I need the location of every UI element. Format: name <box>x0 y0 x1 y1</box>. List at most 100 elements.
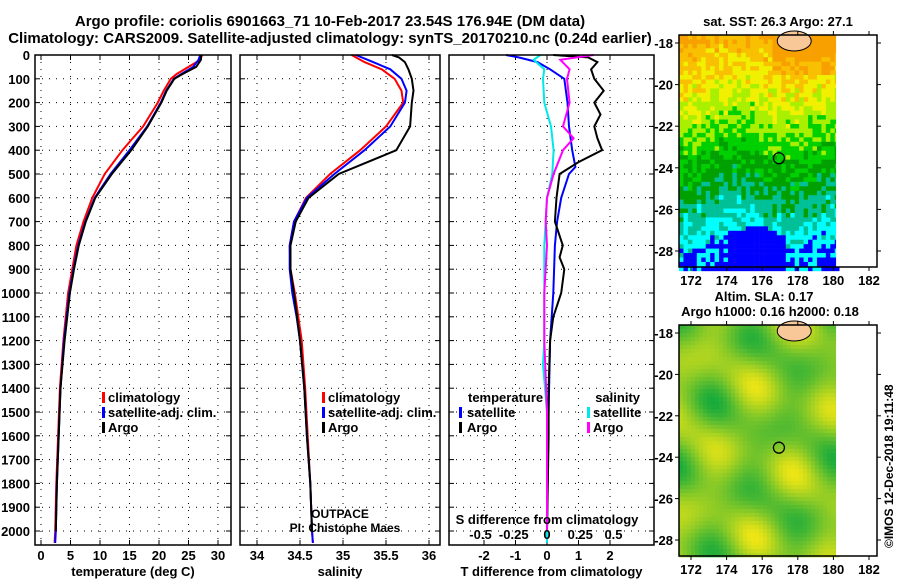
map-cell <box>719 88 724 94</box>
map-cell <box>707 521 712 526</box>
map-cell <box>723 417 728 422</box>
map-cell <box>759 341 764 346</box>
map-cell <box>808 204 813 209</box>
map-cell <box>719 97 724 103</box>
map-cell <box>687 83 693 89</box>
map-cell <box>799 248 804 254</box>
map-cell <box>781 217 787 223</box>
map-cell <box>699 477 704 482</box>
map-cell <box>775 553 780 558</box>
map-cell <box>821 88 827 94</box>
map-cell <box>735 489 740 494</box>
map-cell <box>747 461 752 466</box>
map-cell <box>795 381 800 386</box>
map-cell <box>807 489 812 494</box>
map-cell <box>815 389 820 394</box>
map-cell <box>723 513 728 518</box>
map-cell <box>727 461 732 466</box>
map-cell <box>787 529 792 534</box>
map-cell <box>745 132 751 138</box>
map-cell <box>795 497 800 502</box>
map-cell <box>815 545 820 550</box>
map-cell <box>791 549 796 554</box>
map-cell <box>827 457 832 462</box>
map-cell <box>815 489 820 494</box>
map-cell <box>771 449 776 454</box>
map-cell <box>723 97 729 103</box>
map-cell <box>727 248 733 254</box>
map-cell <box>795 445 800 450</box>
map-cell <box>736 39 742 45</box>
map-cell <box>763 461 768 466</box>
map-cell <box>736 132 742 138</box>
map-cell <box>754 155 760 160</box>
map-cell <box>743 469 748 474</box>
map-cell <box>808 208 813 214</box>
map-cell <box>816 181 822 187</box>
map-cell <box>767 505 772 510</box>
map-cell <box>807 441 812 446</box>
map-cell <box>803 389 808 394</box>
map-cell <box>736 204 742 209</box>
map-cell <box>768 97 773 103</box>
map-cell <box>741 239 747 245</box>
map-cell <box>825 181 831 187</box>
map-cell <box>754 124 760 129</box>
map-cell <box>815 485 820 490</box>
map-cell <box>723 141 729 147</box>
legend-label-satellite: satellite-adj. clim. <box>328 405 436 420</box>
map-cell <box>741 190 747 196</box>
map-cell <box>830 172 836 178</box>
map-cell <box>803 457 808 462</box>
map-cell <box>710 204 715 209</box>
map-cell <box>736 159 742 165</box>
map-cell <box>699 385 704 390</box>
map-cell <box>679 353 684 358</box>
map-cell <box>830 239 836 245</box>
map-cell <box>759 110 764 116</box>
map-cell <box>719 529 724 534</box>
map-cell <box>816 66 822 71</box>
map-cell <box>771 361 776 366</box>
map-cell <box>687 61 693 67</box>
map-cell <box>691 453 696 458</box>
map-cell <box>759 553 764 558</box>
map-cell <box>803 405 808 410</box>
map-cell <box>823 541 828 546</box>
map-cell <box>731 381 736 386</box>
map-cell <box>703 409 708 414</box>
map-cell <box>823 405 828 410</box>
map-cell <box>683 401 688 406</box>
map-cell <box>794 164 800 169</box>
map-cell <box>783 497 788 502</box>
map-cell <box>701 235 706 240</box>
map-cell <box>710 132 715 138</box>
map-cell <box>830 190 836 196</box>
map-cell <box>811 513 816 518</box>
map-cell <box>781 239 787 245</box>
map-cell <box>687 52 693 58</box>
map-cell <box>683 433 688 438</box>
map-cell <box>683 75 689 80</box>
map-cell <box>679 509 684 514</box>
map-cell <box>727 257 733 263</box>
map-cell <box>691 437 696 442</box>
map-cell <box>775 501 780 506</box>
map-cell <box>803 235 809 240</box>
map-cell <box>819 373 824 378</box>
map-cell <box>799 266 804 272</box>
map-cell <box>755 437 760 442</box>
map-cell <box>767 453 772 458</box>
map-cell <box>699 369 704 374</box>
map-cell <box>795 545 800 550</box>
map-cell <box>695 441 700 446</box>
lat-tick-label: -28 <box>654 533 673 548</box>
map-cell <box>715 501 720 506</box>
map-cell <box>819 457 824 462</box>
map-cell <box>803 57 809 62</box>
map-cell <box>687 377 692 382</box>
map-cell <box>723 437 728 442</box>
map-cell <box>808 43 813 49</box>
map-cell <box>743 513 748 518</box>
